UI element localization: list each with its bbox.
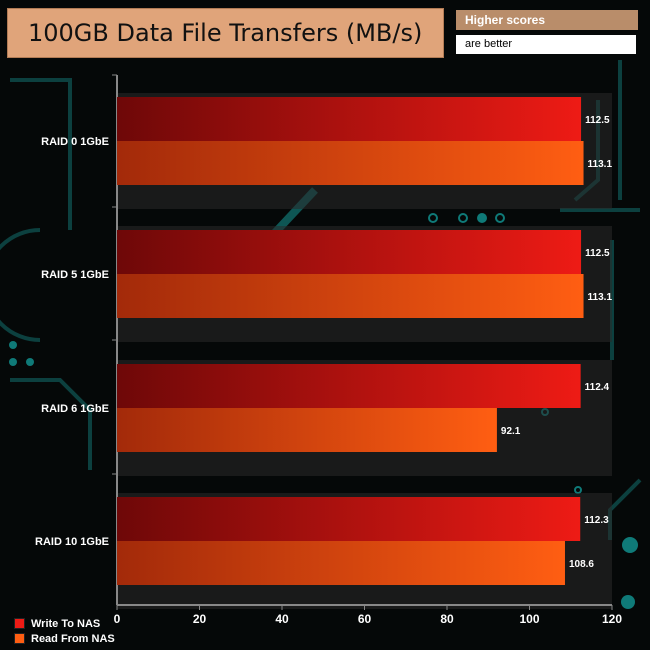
legend-item-read: Read From NAS [14,631,115,646]
x-tick-label: 80 [440,612,454,626]
data-label: 112.3 [584,515,609,526]
data-label: 112.4 [585,382,610,393]
x-tick-label: 0 [114,612,121,626]
data-label: 113.1 [588,159,613,170]
data-label: 108.6 [569,559,594,570]
data-label: 112.5 [585,115,610,126]
x-tick-label: 20 [193,612,207,626]
category-label: RAID 10 1GbE [35,536,109,548]
legend-label-write: Write To NAS [31,617,101,630]
bar-read [117,141,584,185]
x-tick-label: 120 [602,612,622,626]
bar-read [117,274,584,318]
legend-item-write: Write To NAS [14,616,115,631]
x-tick-label: 60 [358,612,372,626]
data-label: 113.1 [588,292,613,303]
higher-scores-note: Higher scores [456,10,638,30]
category-label: RAID 5 1GbE [41,269,109,281]
legend: Write To NAS Read From NAS [14,616,115,646]
bar-write [117,364,581,408]
title-box: 100GB Data File Transfers (MB/s) [7,8,444,58]
data-label: 112.5 [585,248,610,259]
legend-label-read: Read From NAS [31,632,115,645]
legend-swatch-write [14,618,25,629]
chart-title: 100GB Data File Transfers (MB/s) [28,19,423,47]
x-tick-label: 100 [519,612,539,626]
category-label: RAID 0 1GbE [41,136,109,148]
bar-write [117,97,582,141]
data-label: 92.1 [501,426,521,437]
bar-write [117,230,582,274]
x-tick-label: 40 [275,612,289,626]
bar-read [117,408,497,452]
category-label: RAID 6 1GbE [41,403,109,415]
bar-write [117,497,581,541]
legend-swatch-read [14,633,25,644]
are-better-note: are better [456,35,636,54]
bar-read [117,541,565,585]
